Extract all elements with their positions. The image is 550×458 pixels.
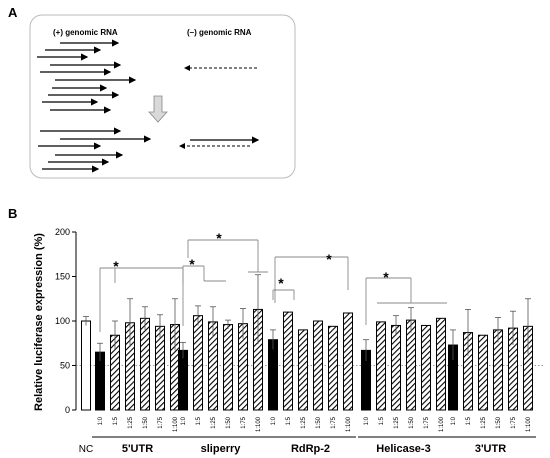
bar-2-0 bbox=[268, 339, 278, 411]
bar-3-3 bbox=[406, 319, 416, 411]
rna-arrows bbox=[37, 39, 260, 173]
bar-3-4 bbox=[421, 324, 431, 411]
y-axis-label: Relative luciferase expression (%) bbox=[33, 233, 45, 411]
ratio-label: 1:25 bbox=[128, 416, 134, 428]
ratio-label: 1:5 bbox=[286, 416, 292, 425]
ratio-label: 1:100 bbox=[526, 416, 532, 432]
bar-3-2 bbox=[391, 324, 401, 411]
bar-1-1 bbox=[193, 315, 203, 411]
bar-2-1 bbox=[283, 311, 293, 411]
category-label-nc: NC bbox=[79, 444, 93, 455]
ratio-label: 1:50 bbox=[316, 416, 322, 428]
bar-2-4 bbox=[328, 325, 338, 411]
ratio-label: 1:25 bbox=[211, 416, 217, 428]
significance-star: * bbox=[326, 251, 332, 267]
ratio-label: 1:50 bbox=[409, 416, 415, 428]
bar-2-3 bbox=[313, 320, 323, 411]
panel-a-letter: A bbox=[8, 5, 18, 20]
ratio-label: 1:0 bbox=[451, 416, 457, 425]
minus-rna-label: (–) genomic RNA bbox=[187, 28, 252, 37]
bar-chart: 0 50 100 150 200 NC 1:0 1:5 1:25 1:50 1:75 1:100 5'U… bbox=[55, 227, 545, 455]
plus-rna-label: (+) genomic RNA bbox=[53, 28, 118, 37]
group-label: Helicase-3 bbox=[376, 443, 430, 455]
process-arrow bbox=[148, 95, 168, 123]
y-tick-label: 150 bbox=[55, 272, 70, 282]
y-tick-label: 0 bbox=[65, 405, 70, 415]
ratio-label: 1:25 bbox=[394, 416, 400, 428]
ratio-label: 1:5 bbox=[379, 416, 385, 425]
ratio-label: 1:5 bbox=[113, 416, 119, 425]
ratio-label: 1:100 bbox=[173, 416, 179, 432]
group-label: RdRp-2 bbox=[291, 443, 330, 455]
y-tick-label: 200 bbox=[55, 227, 70, 237]
bar-0-3 bbox=[140, 317, 150, 411]
group-label: 3'UTR bbox=[475, 443, 506, 455]
ratio-label: 1:50 bbox=[226, 416, 232, 428]
significance-star: * bbox=[113, 258, 119, 274]
ratio-label: 1:75 bbox=[158, 416, 164, 428]
ratio-label: 1:100 bbox=[346, 416, 352, 432]
bar-2-5 bbox=[343, 312, 353, 411]
bar-1-0 bbox=[178, 349, 188, 411]
bar-3-5 bbox=[436, 317, 446, 411]
bar-2-2 bbox=[298, 329, 308, 411]
ratio-label: 1:75 bbox=[331, 416, 337, 428]
bar-3-1 bbox=[376, 321, 386, 411]
ratio-label: 1:100 bbox=[439, 416, 445, 432]
ratio-label: 1:75 bbox=[241, 416, 247, 428]
significance-star: * bbox=[383, 269, 389, 285]
bar-1-3 bbox=[223, 324, 233, 411]
ratio-label: 1:100 bbox=[256, 416, 262, 432]
panel-b-letter: B bbox=[8, 206, 17, 221]
ratio-label: 1:25 bbox=[301, 416, 307, 428]
ratio-label: 1:50 bbox=[143, 416, 149, 428]
bar-4-2 bbox=[478, 334, 488, 411]
ratio-label: 1:0 bbox=[364, 416, 370, 425]
bar-nc bbox=[81, 320, 91, 411]
significance-star: * bbox=[189, 256, 195, 272]
significance-star: * bbox=[216, 230, 222, 246]
ratio-label: 1:0 bbox=[271, 416, 277, 425]
y-tick-label: 100 bbox=[55, 316, 70, 326]
ratio-label: 1:75 bbox=[511, 416, 517, 428]
ratio-label: 1:5 bbox=[196, 416, 202, 425]
ratio-label: 1:25 bbox=[481, 416, 487, 428]
ratio-label: 1:0 bbox=[98, 416, 104, 425]
schematic-box bbox=[29, 14, 296, 179]
y-tick-label: 50 bbox=[60, 361, 70, 371]
ratio-label: 1:5 bbox=[466, 416, 472, 425]
group-label: sliperry bbox=[201, 443, 242, 455]
ratio-label: 1:75 bbox=[424, 416, 430, 428]
ratio-label: 1:0 bbox=[181, 416, 187, 425]
significance-star: * bbox=[278, 275, 284, 291]
bar-0-4 bbox=[155, 325, 165, 411]
ratio-label: 1:50 bbox=[496, 416, 502, 428]
group-label: 5'UTR bbox=[122, 443, 153, 455]
